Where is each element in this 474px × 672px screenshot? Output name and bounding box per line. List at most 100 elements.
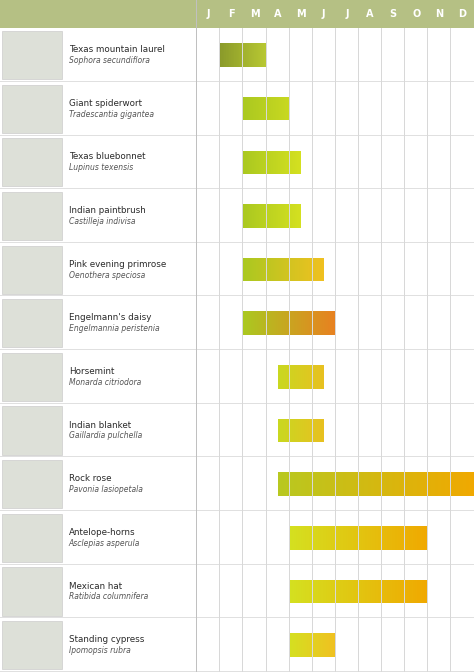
Text: Horsemint: Horsemint — [69, 367, 114, 376]
Bar — [286, 472, 288, 496]
Bar — [397, 526, 398, 550]
Bar — [267, 312, 268, 335]
Bar — [309, 365, 310, 388]
Bar — [271, 151, 272, 174]
Bar — [295, 634, 296, 657]
Bar — [263, 97, 264, 120]
Bar — [343, 472, 345, 496]
Bar — [282, 419, 283, 442]
Bar — [334, 634, 335, 657]
Bar — [352, 526, 353, 550]
Bar — [443, 472, 445, 496]
Bar — [315, 365, 316, 388]
Bar — [263, 258, 264, 282]
Bar — [348, 526, 349, 550]
Bar — [419, 526, 420, 550]
Bar — [284, 472, 286, 496]
Bar — [294, 151, 295, 174]
Bar — [266, 204, 267, 228]
Bar — [324, 580, 325, 603]
Bar — [320, 312, 321, 335]
Bar — [243, 43, 244, 67]
Bar — [350, 580, 352, 603]
Bar — [252, 151, 253, 174]
Bar — [321, 634, 322, 657]
Bar — [338, 472, 340, 496]
Bar — [409, 472, 410, 496]
Bar — [277, 258, 278, 282]
Bar — [266, 204, 267, 228]
Bar — [295, 258, 296, 282]
Bar — [299, 312, 300, 335]
Bar — [243, 151, 244, 174]
Bar — [351, 472, 353, 496]
Bar — [291, 419, 292, 442]
Bar — [310, 472, 312, 496]
Bar — [289, 312, 290, 335]
Bar — [280, 151, 281, 174]
Bar — [473, 472, 474, 496]
Bar — [260, 258, 261, 282]
Bar — [410, 580, 412, 603]
Bar — [269, 312, 270, 335]
Bar — [390, 580, 391, 603]
Bar — [260, 151, 261, 174]
Bar — [325, 472, 327, 496]
Bar — [433, 472, 435, 496]
Bar — [348, 472, 350, 496]
Bar — [431, 472, 433, 496]
Bar — [303, 365, 304, 388]
Bar — [299, 151, 300, 174]
Bar — [381, 580, 382, 603]
Bar — [334, 526, 336, 550]
Text: Castilleja indivisa: Castilleja indivisa — [69, 217, 135, 226]
Bar — [256, 97, 257, 120]
Bar — [350, 526, 352, 550]
Bar — [409, 580, 410, 603]
Bar — [288, 151, 289, 174]
Bar — [288, 258, 289, 282]
Bar — [303, 526, 304, 550]
Bar — [244, 258, 245, 282]
Bar — [276, 258, 277, 282]
Text: Texas mountain laurel: Texas mountain laurel — [69, 45, 164, 54]
Bar — [369, 580, 370, 603]
Bar — [271, 97, 272, 120]
Bar — [250, 204, 251, 228]
Bar — [295, 419, 296, 442]
Bar — [257, 312, 258, 335]
Bar — [247, 258, 248, 282]
Bar — [285, 97, 286, 120]
Bar — [261, 204, 262, 228]
Bar — [360, 526, 361, 550]
Bar — [293, 365, 294, 388]
Bar — [281, 419, 282, 442]
Bar — [300, 258, 301, 282]
Text: F: F — [228, 9, 235, 19]
Bar — [327, 526, 328, 550]
Bar — [371, 580, 373, 603]
Bar — [0, 511, 474, 564]
Bar — [279, 419, 280, 442]
Bar — [298, 204, 299, 228]
Bar — [274, 97, 275, 120]
Bar — [280, 97, 281, 120]
Bar — [263, 151, 264, 174]
Bar — [312, 365, 313, 388]
Bar — [467, 472, 469, 496]
Bar — [289, 472, 291, 496]
Bar — [307, 580, 308, 603]
Text: Tradescantia gigantea: Tradescantia gigantea — [69, 110, 154, 118]
Bar — [299, 472, 301, 496]
Bar — [342, 580, 344, 603]
Bar — [272, 312, 273, 335]
Bar — [427, 526, 428, 550]
Bar — [245, 97, 246, 120]
Bar — [264, 151, 265, 174]
Bar — [381, 472, 383, 496]
Bar — [260, 97, 261, 120]
Bar — [196, 0, 197, 672]
Bar — [306, 634, 307, 657]
Bar — [272, 312, 273, 335]
Bar — [245, 151, 246, 174]
